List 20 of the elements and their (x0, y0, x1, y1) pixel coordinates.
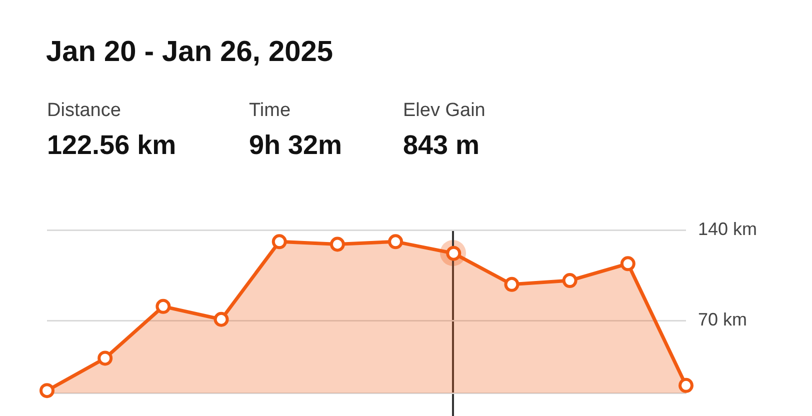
point (98, 350, 113, 366)
text: 9h 32m (249, 130, 342, 161)
point (330, 236, 345, 252)
point (504, 276, 520, 292)
text: 843 m (403, 130, 481, 161)
point (388, 234, 404, 250)
point (678, 378, 694, 393)
text: Time (249, 100, 292, 122)
chart-title: Jan 20 - Jan 26, 2025 (46, 36, 333, 69)
text: Elev Gain (403, 100, 486, 122)
point (156, 298, 171, 314)
point (40, 383, 54, 398)
point (214, 312, 229, 327)
y-tick-label: 70 km (698, 310, 748, 330)
point (272, 234, 287, 250)
point (620, 256, 636, 272)
y-tick-label: 140 km (698, 218, 758, 239)
point (562, 273, 578, 288)
text: 122.56 km (47, 130, 176, 161)
text: Distance (47, 100, 122, 122)
